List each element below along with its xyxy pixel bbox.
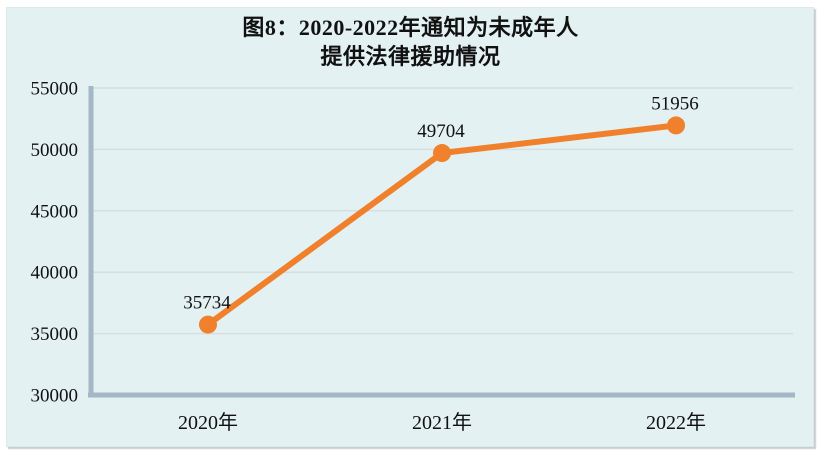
x-axis-tick-label: 2022年 [646, 411, 706, 434]
data-point-label: 35734 [183, 293, 231, 314]
y-axis-tick-label: 30000 [31, 386, 79, 407]
chart-card-background [6, 7, 814, 447]
chart-title: 图8：2020-2022年通知为未成年人 提供法律援助情况 [0, 13, 821, 71]
y-axis-tick-label: 45000 [31, 201, 79, 222]
data-point-label: 49704 [417, 121, 465, 142]
x-axis-tick-label: 2021年 [412, 411, 472, 434]
y-axis-tick-label: 40000 [31, 263, 79, 284]
y-axis-tick-label: 35000 [31, 324, 79, 345]
y-axis-tick-label: 50000 [31, 140, 79, 161]
data-point-label: 51956 [651, 93, 699, 114]
data-point-marker [667, 116, 685, 135]
data-point-marker [433, 144, 451, 163]
x-axis-tick-label: 2020年 [178, 411, 238, 434]
data-point-marker [199, 315, 217, 334]
chart-title-line-1: 图8：2020-2022年通知为未成年人 [242, 15, 579, 40]
chart-title-line-2: 提供法律援助情况 [320, 44, 501, 69]
y-axis-tick-label: 55000 [31, 79, 79, 100]
